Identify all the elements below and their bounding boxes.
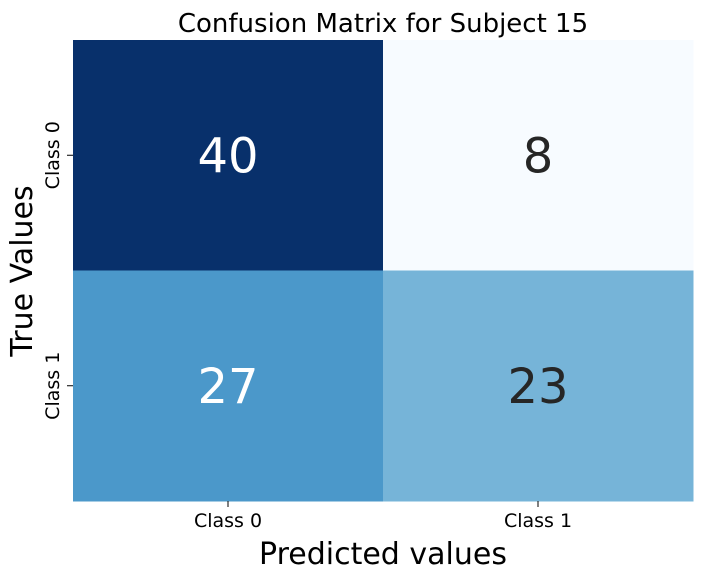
x-axis-label: Predicted values: [259, 537, 507, 572]
heatmap-cell-r0-c0: [73, 40, 384, 271]
x-tick-label: Class 1: [504, 510, 572, 532]
x-tick-label: Class 0: [194, 510, 262, 532]
chart-title: Confusion Matrix for Subject 15: [178, 9, 588, 39]
heatmap-cell-r0-c1: [383, 40, 694, 271]
cell-value-r0-c1: 8: [523, 128, 554, 184]
cell-value-r1-c0: 27: [197, 359, 258, 415]
heatmap-cell-r1-c1: [383, 270, 694, 502]
cell-value-r1-c1: 23: [507, 359, 568, 415]
y-tick-label: Class 1: [42, 352, 64, 420]
axis-ticks: Class 0 Class 1 Class 0 Class 1: [42, 121, 572, 532]
y-tick-label: Class 0: [42, 121, 64, 189]
heatmap-cell-r1-c0: [73, 270, 384, 502]
cell-value-r0-c0: 40: [197, 128, 258, 184]
y-axis-label: True Values: [5, 185, 40, 357]
heatmap-cells: 40 8 27 23: [73, 40, 694, 502]
